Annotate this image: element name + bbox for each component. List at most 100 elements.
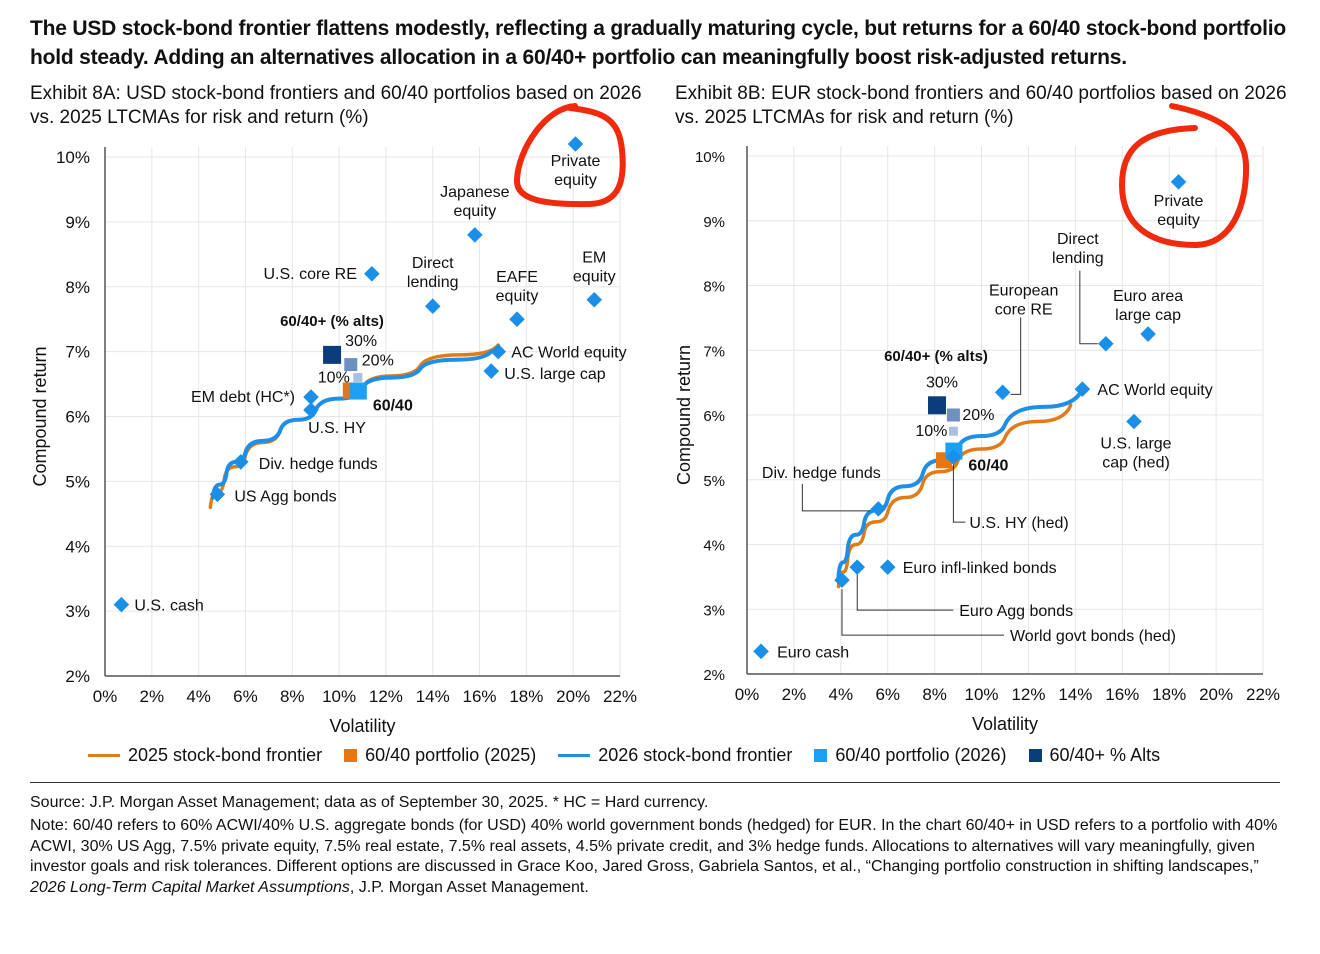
y-tick-label: 8% [65,278,90,297]
x-tick-label: 4% [829,685,854,704]
legend-label: 2025 stock-bond frontier [128,745,323,765]
x-tick-label: 18% [509,687,543,706]
x-tick-label: 2% [140,687,165,706]
asset-label: U.S. cash [134,598,203,615]
x-tick-label: 16% [1105,685,1139,704]
alts-label: 10% [318,370,350,387]
asset-label: U.S. HY (hed) [969,515,1068,532]
asset-marker [232,454,249,470]
x-tick-label: 16% [463,687,497,706]
asset-marker [490,343,507,360]
y-tick-label: 9% [703,214,725,231]
source-text: Source: J.P. Morgan Asset Management; da… [30,794,709,811]
x-tick-label: 4% [186,687,211,706]
y-tick-label: 2% [65,667,90,686]
x-axis-title: Volatility [329,716,395,736]
alts-marker-10pct [353,373,363,383]
asset-marker [849,559,866,575]
legend-label: 60/40 portfolio (2026) [835,745,1007,765]
x-tick-label: 8% [922,685,947,704]
asset-label: Japanese equity [440,184,509,220]
leader-line [1079,270,1098,345]
divider [30,782,1280,783]
y-tick-label: 9% [65,213,90,232]
asset-label: U.S. large cap (hed) [1100,435,1171,471]
asset-marker [483,363,500,379]
alts-label: 20% [362,353,394,370]
asset-marker [509,311,525,327]
asset-label: U.S. large cap [504,366,605,383]
asset-marker [1098,335,1114,352]
asset-label: U.S. core RE [264,266,357,283]
alts-label: 10% [915,423,947,440]
y-tick-label: 4% [703,538,725,555]
frontier-2026-line [836,387,1085,579]
legend-swatch [344,749,358,762]
asset-label: Euro infl-linked bonds [903,560,1057,577]
y-tick-label: 5% [703,473,725,490]
alts-label: 30% [926,374,958,391]
x-tick-label: 20% [1199,685,1233,704]
note-italic: 2026 Long-Term Capital Market Assumption… [30,878,350,896]
y-tick-label: 7% [703,343,725,360]
x-tick-label: 2% [782,685,807,704]
note-text: Note: 60/40 refers to 60% ACWI/40% U.S. … [30,816,1280,898]
exhibit-8a-title: Exhibit 8A: USD stock-bond frontiers and… [30,83,642,128]
y-tick-label: 2% [703,667,725,684]
portfolio-6040-label: 60/40 [968,458,1008,475]
legend-swatch [814,749,828,762]
note-end: , J.P. Morgan Asset Management. [349,878,589,896]
x-tick-label: 6% [233,687,258,706]
asset-label: AC World equity [511,345,626,362]
x-tick-label: 14% [1058,685,1092,704]
legend-swatch [558,754,591,757]
y-axis-title: Compound return [30,346,50,486]
asset-label: EM equity [573,250,616,286]
asset-label: Euro cash [777,644,849,661]
x-tick-label: 22% [603,687,637,706]
asset-label: EM debt (HC*) [191,389,295,406]
asset-marker [303,402,319,418]
asset-marker [834,572,850,588]
asset-marker [1170,174,1187,190]
legend-item-alts: 60/40+ % Alts [1028,745,1160,766]
asset-label: Div. hedge funds [259,456,378,473]
y-tick-label: 10% [695,149,725,166]
x-tick-label: 10% [965,685,999,704]
asset-marker [870,501,887,517]
asset-label: Private equity [551,153,601,189]
y-tick-label: 6% [703,408,725,425]
leader-line [841,589,1004,636]
leader-line [1010,317,1022,395]
x-tick-label: 20% [556,687,590,706]
asset-marker [1074,381,1091,397]
annotation-circle-right [1118,103,1250,249]
annotation-circle-left [514,103,626,208]
x-tick-label: 22% [1246,685,1280,704]
x-tick-label: 6% [875,685,900,704]
chart-8a: 0% 2% 4% 6% 8% 10% 12% 14% 16% 18% 20% 22%2%3%4%5%6… [30,136,637,736]
legend-swatch [88,754,120,757]
x-tick-label: 12% [369,687,403,706]
legend-item-6040-2025: 60/40 portfolio (2025) [344,745,536,766]
asset-marker [467,227,483,243]
leader-line [952,464,966,523]
y-tick-label: 3% [703,602,725,619]
x-tick-label: 10% [322,687,356,706]
y-tick-label: 7% [65,343,90,362]
alts-marker-20pct [344,358,358,372]
x-tick-label: 0% [735,685,760,704]
asset-marker [994,384,1011,401]
legend-item-6040-2026: 60/40 portfolio (2026) [814,745,1007,766]
asset-marker [364,265,380,282]
legend-label: 60/40 portfolio (2025) [365,745,537,765]
headline: The USD stock-bond frontier flattens mod… [30,17,1286,69]
asset-label: World govt bonds (hed) [1010,628,1176,645]
portfolio-6040-2026-marker [349,382,367,400]
asset-label: U.S. HY [308,420,366,437]
asset-label: EAFE equity [496,269,539,305]
asset-label: Direct lending [407,255,459,291]
alts-marker-30pct [927,396,946,415]
y-tick-label: 8% [703,279,725,296]
alts-label: 20% [962,407,994,424]
